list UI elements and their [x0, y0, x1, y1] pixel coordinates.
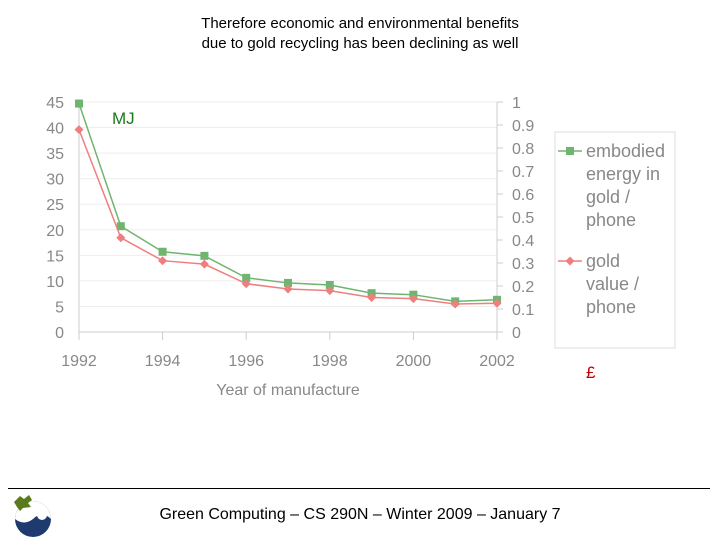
y-tick-label: 20 — [46, 223, 64, 240]
data-point — [199, 259, 209, 269]
y2-tick-label: 0.5 — [512, 210, 534, 227]
legend-marker — [565, 256, 575, 266]
x-tick-label: 1998 — [312, 353, 348, 370]
slide-title: Therefore economic and environmental ben… — [0, 14, 720, 54]
y-tick-label: 15 — [46, 248, 64, 265]
footer-text: Green Computing – CS 290N – Winter 2009 … — [159, 506, 561, 523]
y2-tick-label: 0.1 — [512, 302, 534, 319]
data-point — [75, 99, 83, 108]
data-point — [116, 233, 126, 243]
y2-axis-unit-label: £ — [586, 363, 596, 382]
y-tick-label: 25 — [46, 197, 64, 214]
data-point — [283, 284, 293, 294]
title-line-2: due to gold recycling has been declining… — [201, 35, 519, 52]
x-tick-label: 1996 — [228, 353, 264, 370]
y-tick-label: 30 — [46, 172, 64, 189]
data-point — [492, 298, 502, 308]
data-point — [450, 299, 460, 309]
x-tick-label: 2002 — [479, 353, 515, 370]
data-point — [408, 294, 418, 304]
series-line — [78, 129, 498, 305]
series-line — [78, 103, 498, 303]
data-point — [158, 247, 167, 256]
title-line-1: Therefore economic and environmental ben… — [201, 15, 519, 32]
data-point — [367, 293, 377, 302]
y-tick-label: 0 — [55, 325, 64, 342]
data-point — [241, 279, 251, 289]
line-chart: 0 5 10 15 20 25 30 35 40 45 0 0.1 0.2 0.3 0.4 0.5 0.6 0.7… — [46, 95, 676, 399]
x-tick-label: 1992 — [61, 353, 97, 370]
y2-tick-label: 0 — [512, 325, 521, 342]
y-tick-label: 40 — [46, 121, 64, 138]
legend-label: embodied energy in gold / phone — [586, 141, 665, 230]
data-point — [74, 125, 84, 135]
y2-tick-label: 0.9 — [512, 118, 534, 135]
y2-tick-label: 0.8 — [512, 141, 534, 158]
data-point — [116, 222, 125, 231]
y2-tick-label: 0.2 — [512, 279, 534, 296]
y2-tick-label: 0.4 — [512, 233, 534, 250]
data-point — [284, 278, 292, 287]
y2-tick-label: 1 — [512, 95, 521, 112]
x-tick-label: 1994 — [145, 353, 181, 370]
logo-icon — [14, 495, 51, 537]
x-tick-label: 2000 — [396, 353, 432, 370]
data-point — [200, 251, 209, 260]
y-axis-unit-label: MJ — [112, 109, 135, 128]
y-tick-label: 10 — [46, 274, 64, 291]
data-point — [242, 273, 251, 282]
data-point — [158, 256, 168, 266]
y-tick-label: 45 — [46, 95, 64, 112]
y2-tick-label: 0.3 — [512, 256, 534, 273]
y-tick-label: 5 — [55, 299, 64, 316]
footer-rule — [8, 488, 710, 489]
y2-tick-label: 0.6 — [512, 187, 534, 204]
y2-tick-label: 0.7 — [512, 164, 534, 181]
legend-box — [554, 131, 676, 349]
legend-marker — [566, 147, 574, 155]
y-tick-label: 35 — [46, 146, 64, 163]
x-axis-label: Year of manufacture — [216, 382, 360, 399]
data-point — [325, 280, 334, 289]
legend-label: gold value / phone — [586, 251, 639, 317]
data-point — [325, 286, 335, 296]
